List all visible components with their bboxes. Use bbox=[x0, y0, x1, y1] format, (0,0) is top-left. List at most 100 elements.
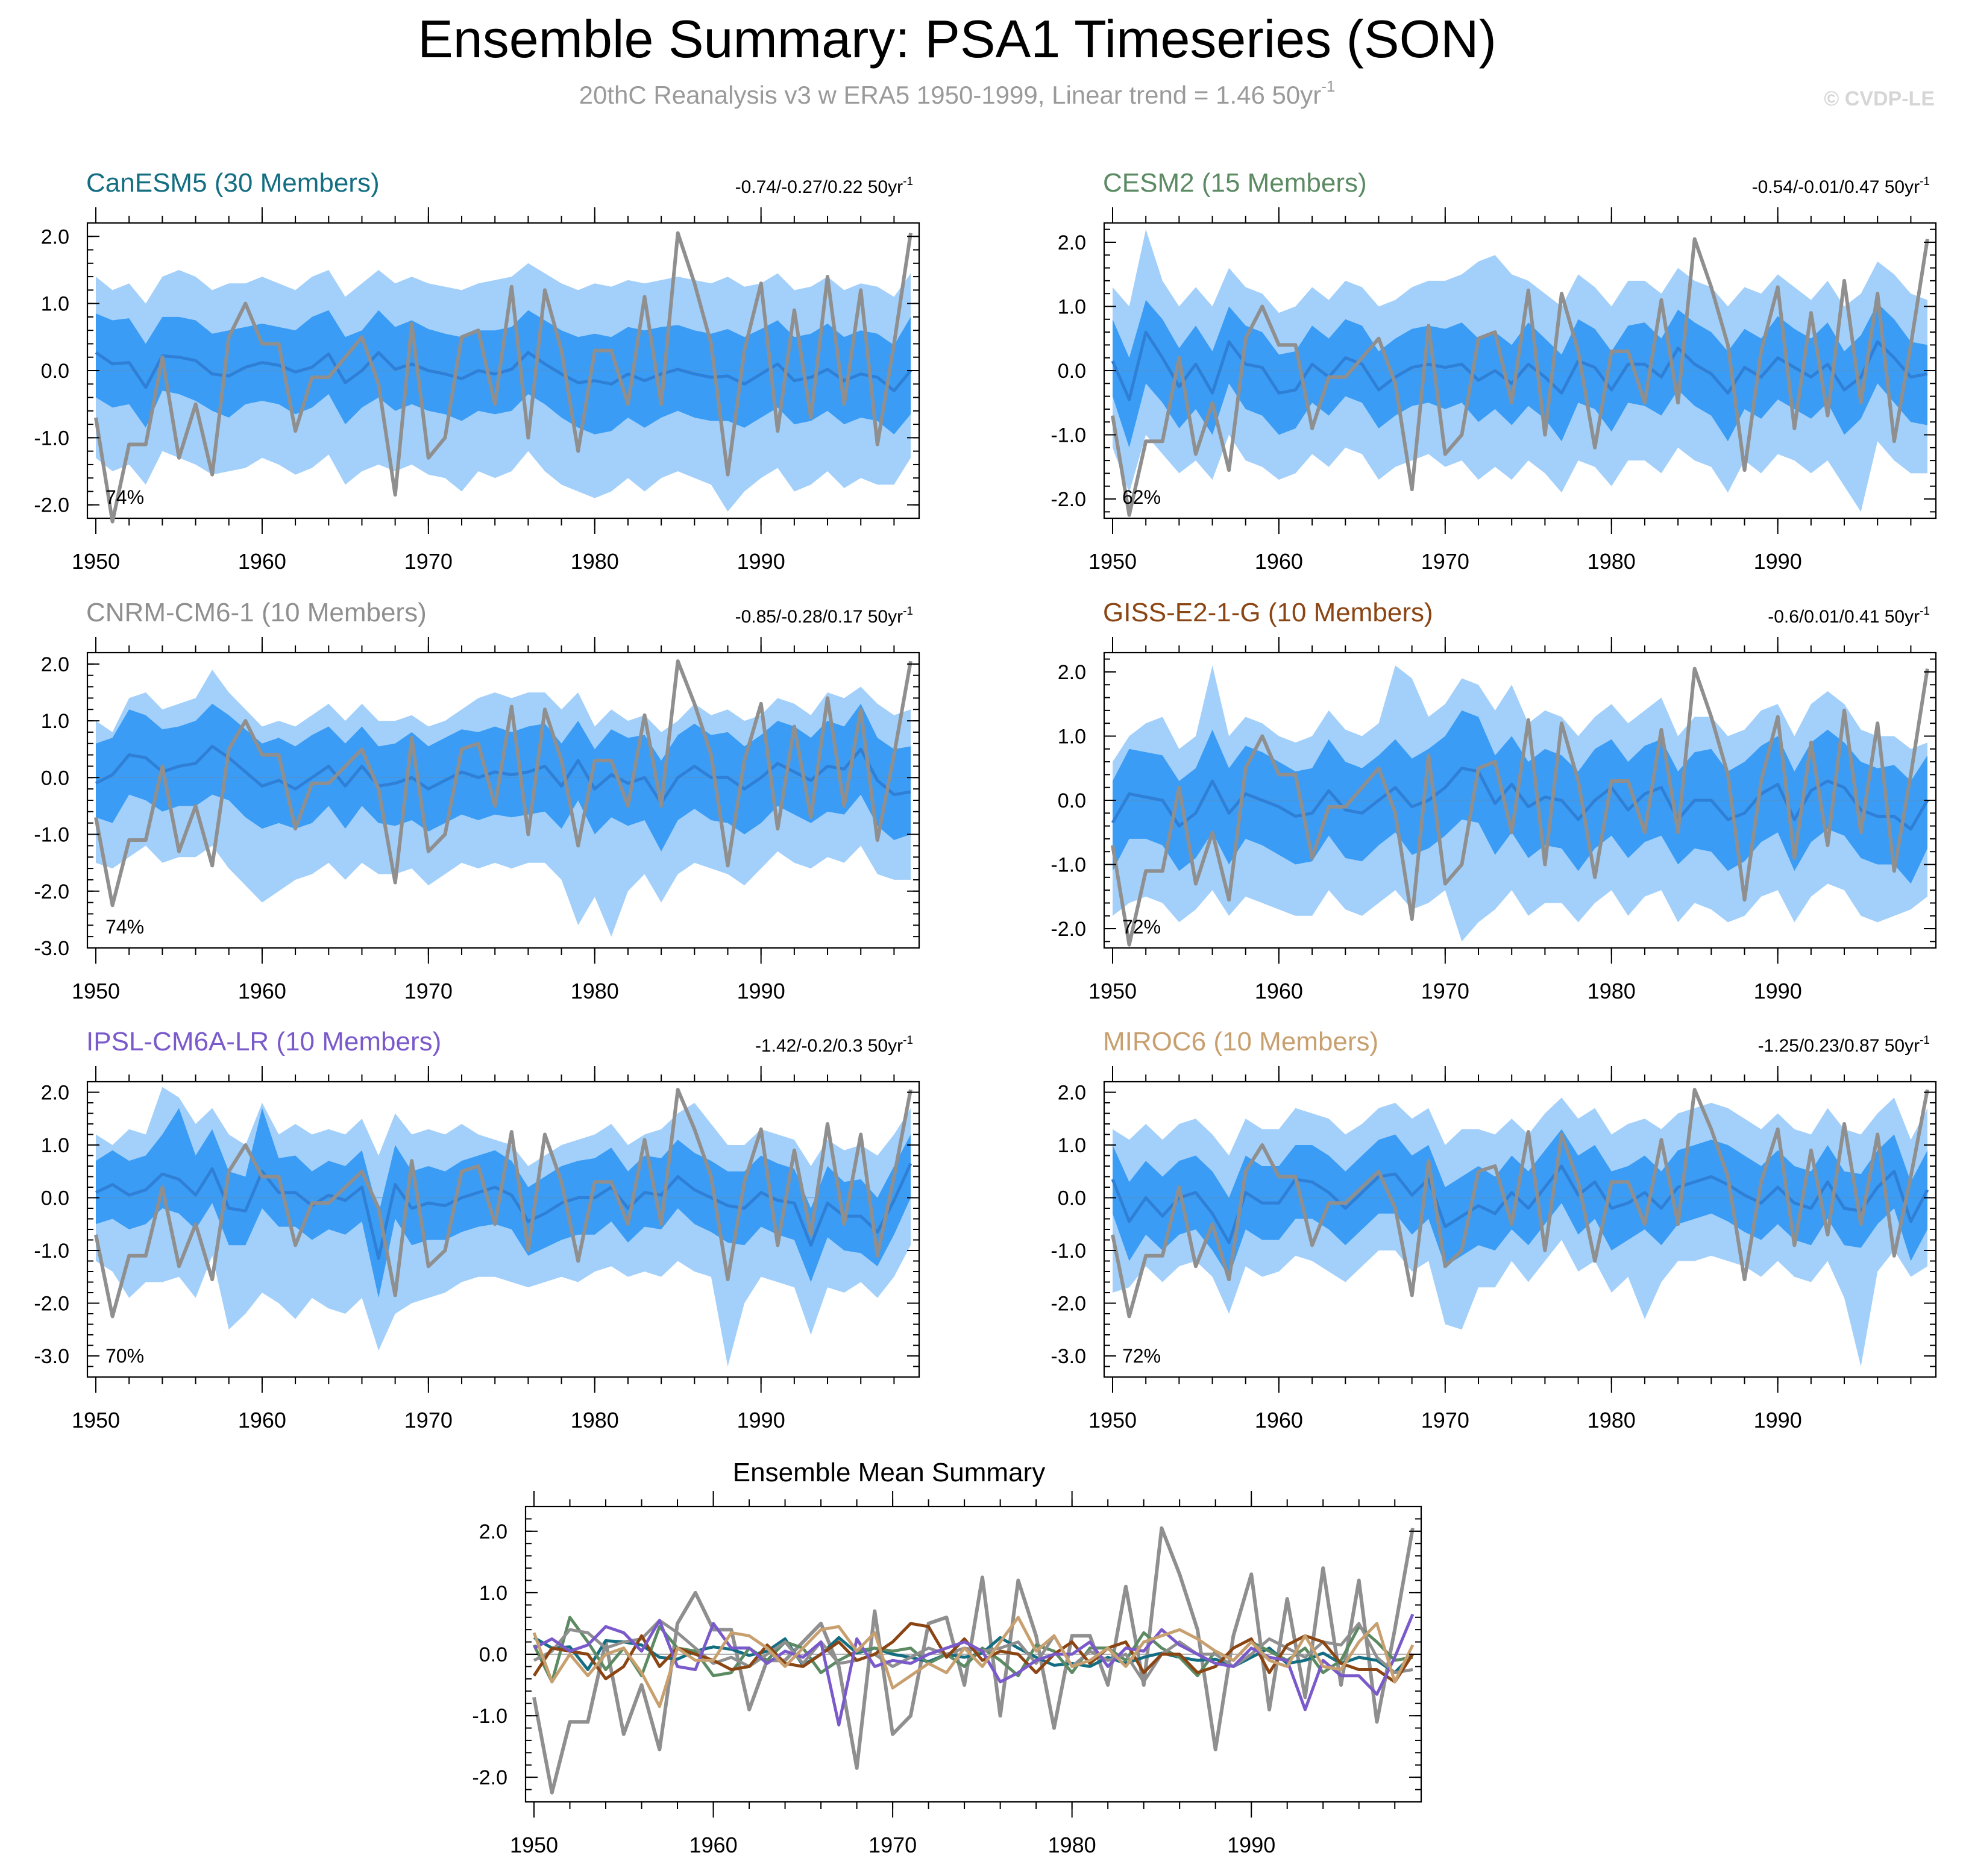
panels: CanESM5 (30 Members) -0.74/-0.27/0.22 50y… bbox=[34, 168, 1937, 1857]
y-tick-label: -3.0 bbox=[1051, 1345, 1086, 1368]
x-tick-label: 1950 bbox=[72, 1408, 120, 1432]
x-tick-label: 1950 bbox=[1088, 1408, 1137, 1432]
y-tick-label: -2.0 bbox=[1051, 488, 1086, 511]
trend-superscript: -1 bbox=[903, 1034, 913, 1047]
x-tick-label: 1970 bbox=[404, 1408, 453, 1432]
y-tick-label: 1.0 bbox=[41, 710, 69, 733]
y-tick-label: 2.0 bbox=[479, 1520, 507, 1543]
x-tick-label: 1960 bbox=[1255, 979, 1303, 1003]
x-tick-label: 1970 bbox=[404, 979, 453, 1003]
y-tick-label: -2.0 bbox=[1051, 1293, 1086, 1316]
y-tick-label: -2.0 bbox=[34, 494, 69, 517]
trend-text: -0.85/-0.28/0.17 50yr bbox=[735, 607, 903, 627]
panel-title: IPSL-CM6A-LR (10 Members) bbox=[86, 1027, 441, 1056]
x-tick-label: 1980 bbox=[1588, 549, 1636, 574]
panel-title: CNRM-CM6-1 (10 Members) bbox=[86, 598, 427, 627]
chart-panel: IPSL-CM6A-LR (10 Members) -1.42/-0.2/0.3 … bbox=[34, 1027, 920, 1432]
ensemble-mean-line bbox=[95, 351, 912, 392]
percent-label: 62% bbox=[1122, 486, 1161, 508]
observed-line bbox=[1111, 667, 1929, 947]
chart-panel: CNRM-CM6-1 (10 Members) -0.85/-0.28/0.17 … bbox=[34, 598, 920, 1003]
y-tick-label: 1.0 bbox=[1058, 295, 1086, 318]
x-tick-label: 1990 bbox=[737, 1408, 785, 1432]
x-tick-label: 1980 bbox=[1048, 1833, 1096, 1857]
page-title: Ensemble Summary: PSA1 Timeseries (SON) bbox=[418, 9, 1497, 69]
trend-superscript: -1 bbox=[1920, 1034, 1930, 1047]
x-tick-label: 1980 bbox=[1588, 1408, 1636, 1432]
x-tick-label: 1990 bbox=[737, 979, 785, 1003]
y-tick-label: -1.0 bbox=[34, 824, 69, 847]
observed-line bbox=[94, 1088, 912, 1319]
ensemble-mean-line bbox=[95, 745, 911, 805]
y-tick-label: 0.0 bbox=[41, 767, 69, 789]
trend-label: -0.54/-0.01/0.47 50yr-1 bbox=[1752, 175, 1930, 197]
watermark: © CVDP-LE bbox=[1824, 87, 1935, 110]
x-tick-label: 1990 bbox=[1227, 1833, 1275, 1857]
y-tick-label: -1.0 bbox=[472, 1705, 507, 1728]
x-tick-label: 1960 bbox=[238, 1408, 286, 1432]
trend-label: -1.25/0.23/0.87 50yr-1 bbox=[1758, 1034, 1930, 1056]
y-tick-label: 0.0 bbox=[1058, 1187, 1086, 1210]
trend-superscript: -1 bbox=[903, 175, 913, 188]
chart-panel: CanESM5 (30 Members) -0.74/-0.27/0.22 50y… bbox=[34, 168, 920, 574]
y-tick-label: 0.0 bbox=[1058, 789, 1086, 812]
y-tick-label: -1.0 bbox=[34, 427, 69, 450]
trend-text: -0.6/0.01/0.41 50yr bbox=[1768, 607, 1920, 627]
trend-text: -1.42/-0.2/0.3 50yr bbox=[755, 1036, 903, 1056]
trend-label: -0.85/-0.28/0.17 50yr-1 bbox=[735, 605, 913, 627]
observed-line bbox=[94, 231, 912, 524]
trend-superscript: -1 bbox=[1920, 175, 1930, 188]
panel-title: MIROC6 (10 Members) bbox=[1103, 1027, 1378, 1056]
y-tick-label: -1.0 bbox=[34, 1240, 69, 1263]
chart-panel: MIROC6 (10 Members) -1.25/0.23/0.87 50yr-… bbox=[1051, 1027, 1937, 1432]
x-tick-label: 1950 bbox=[1088, 549, 1137, 574]
x-tick-label: 1960 bbox=[238, 979, 286, 1003]
y-tick-label: 2.0 bbox=[41, 653, 69, 676]
y-tick-label: 2.0 bbox=[41, 225, 69, 248]
x-tick-label: 1980 bbox=[571, 549, 619, 574]
x-tick-label: 1970 bbox=[1421, 549, 1469, 574]
page-subtitle: 20thC Reanalysis v3 w ERA5 1950-1999, Li… bbox=[579, 77, 1336, 109]
y-tick-label: 1.0 bbox=[41, 293, 69, 316]
x-tick-label: 1980 bbox=[571, 1408, 619, 1432]
panel-title: GISS-E2-1-G (10 Members) bbox=[1103, 598, 1433, 627]
panel-title: Ensemble Mean Summary bbox=[733, 1458, 1045, 1487]
subtitle-superscript: -1 bbox=[1321, 77, 1335, 95]
panel-title: CESM2 (15 Members) bbox=[1103, 168, 1367, 198]
y-tick-label: 1.0 bbox=[479, 1582, 507, 1605]
y-tick-label: 2.0 bbox=[1058, 661, 1086, 684]
y-tick-label: -3.0 bbox=[34, 1345, 69, 1368]
y-tick-label: -3.0 bbox=[34, 937, 69, 960]
percent-label: 74% bbox=[105, 916, 144, 938]
y-tick-label: -2.0 bbox=[34, 1293, 69, 1316]
y-tick-label: -1.0 bbox=[1051, 854, 1086, 877]
series-line bbox=[532, 1616, 1415, 1708]
x-tick-label: 1980 bbox=[1588, 979, 1636, 1003]
trend-label: -0.6/0.01/0.41 50yr-1 bbox=[1768, 605, 1930, 627]
x-tick-label: 1950 bbox=[1088, 979, 1137, 1003]
y-tick-label: 2.0 bbox=[1058, 1082, 1086, 1105]
x-tick-label: 1960 bbox=[238, 549, 286, 574]
x-tick-label: 1970 bbox=[404, 549, 453, 574]
y-tick-label: -2.0 bbox=[1051, 918, 1086, 941]
panel-title: CanESM5 (30 Members) bbox=[86, 168, 380, 198]
y-tick-label: 1.0 bbox=[1058, 1134, 1086, 1157]
ensemble-mean-line bbox=[1111, 1164, 1929, 1244]
y-tick-label: 0.0 bbox=[479, 1643, 507, 1666]
trend-superscript: -1 bbox=[1920, 605, 1930, 618]
subtitle-text: 20thC Reanalysis v3 w ERA5 1950-1999, Li… bbox=[579, 81, 1322, 109]
percent-label: 74% bbox=[105, 486, 144, 508]
y-tick-label: -2.0 bbox=[34, 880, 69, 903]
y-tick-label: 2.0 bbox=[1058, 231, 1086, 254]
x-tick-label: 1970 bbox=[1421, 1408, 1469, 1432]
y-tick-label: -1.0 bbox=[1051, 1240, 1086, 1263]
ensemble-mean-line bbox=[95, 1162, 912, 1260]
x-tick-label: 1990 bbox=[1754, 979, 1802, 1003]
ensemble-mean-line bbox=[1111, 330, 1928, 401]
trend-text: -0.54/-0.01/0.47 50yr bbox=[1752, 177, 1920, 197]
y-tick-label: -1.0 bbox=[1051, 424, 1086, 447]
x-tick-label: 1970 bbox=[868, 1833, 917, 1857]
x-tick-label: 1990 bbox=[1754, 1408, 1802, 1432]
ensemble-mean-line bbox=[1111, 767, 1929, 831]
